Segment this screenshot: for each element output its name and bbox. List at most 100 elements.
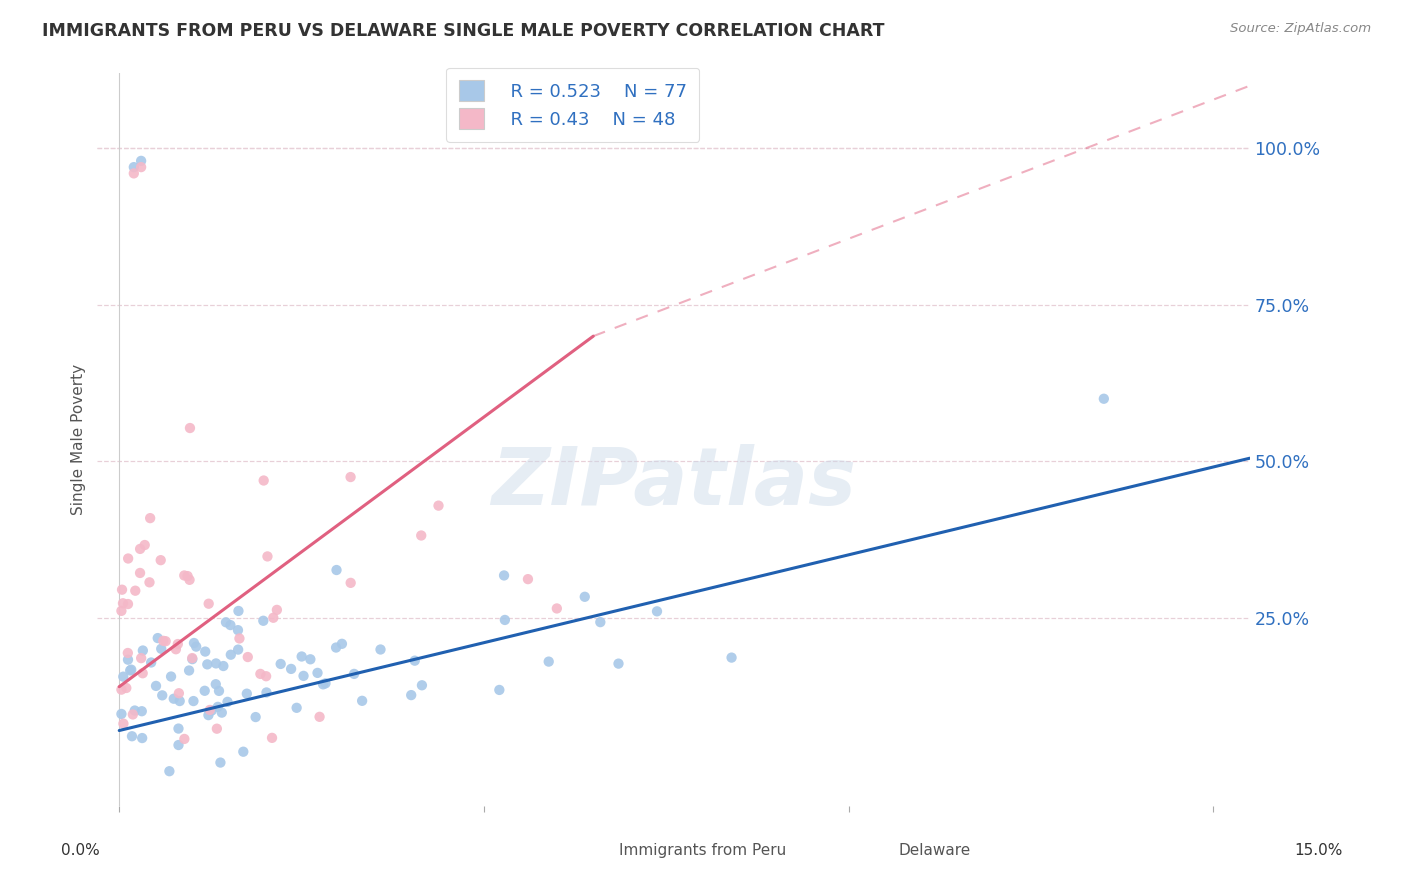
Point xyxy=(112,716,135,731)
Point xyxy=(205,722,228,736)
Point xyxy=(177,664,200,678)
Point xyxy=(291,649,314,664)
Point xyxy=(141,656,163,670)
Point xyxy=(194,644,217,658)
Point xyxy=(194,683,217,698)
Point xyxy=(167,686,190,700)
Point xyxy=(312,677,335,691)
Point xyxy=(169,694,191,708)
Point xyxy=(546,601,568,615)
Point xyxy=(253,474,276,488)
Point xyxy=(266,603,288,617)
Point xyxy=(160,669,183,683)
Point xyxy=(308,710,330,724)
Point xyxy=(516,572,538,586)
Point xyxy=(411,678,433,692)
Point xyxy=(256,685,278,699)
Point xyxy=(122,166,145,180)
Point xyxy=(197,597,219,611)
Point xyxy=(139,511,162,525)
Point xyxy=(299,652,322,666)
Point xyxy=(124,583,146,598)
Point xyxy=(179,421,201,435)
Point xyxy=(129,566,152,580)
Text: Immigrants from Peru: Immigrants from Peru xyxy=(620,843,786,858)
Point xyxy=(122,160,145,174)
Point xyxy=(219,648,242,662)
Point xyxy=(1092,392,1115,406)
Point xyxy=(404,654,426,668)
Point xyxy=(111,596,134,610)
Point xyxy=(494,613,516,627)
Point xyxy=(228,632,250,646)
Point xyxy=(307,665,329,680)
Point xyxy=(134,538,156,552)
Point xyxy=(411,528,433,542)
Point xyxy=(352,694,374,708)
Point xyxy=(138,575,160,590)
Point xyxy=(181,651,204,665)
Point xyxy=(179,573,201,587)
Point xyxy=(226,623,249,637)
Point xyxy=(152,633,174,648)
Point xyxy=(607,657,630,671)
Point xyxy=(537,655,560,669)
Point xyxy=(124,704,146,718)
Point xyxy=(115,681,138,695)
Point xyxy=(330,637,353,651)
Point xyxy=(131,704,153,718)
Point xyxy=(249,666,271,681)
Point xyxy=(720,650,742,665)
Point xyxy=(211,706,233,720)
Point xyxy=(209,756,232,770)
Point xyxy=(167,738,190,752)
Point xyxy=(186,640,208,654)
Point xyxy=(325,563,347,577)
Point xyxy=(399,688,422,702)
Point xyxy=(173,731,195,746)
Point xyxy=(167,722,190,736)
Point xyxy=(110,682,132,697)
Point xyxy=(201,703,224,717)
Point xyxy=(314,676,336,690)
Point xyxy=(166,637,188,651)
Point xyxy=(121,707,143,722)
Point xyxy=(339,470,361,484)
Point xyxy=(110,604,132,618)
Point xyxy=(280,662,302,676)
Point xyxy=(645,604,668,618)
Point xyxy=(215,615,238,630)
Point xyxy=(129,651,152,665)
Point xyxy=(494,568,516,582)
Point xyxy=(212,659,235,673)
Point xyxy=(198,703,221,717)
Point xyxy=(117,646,139,660)
Point xyxy=(173,568,195,582)
Point xyxy=(117,653,139,667)
Point xyxy=(150,641,173,656)
Point xyxy=(207,699,229,714)
Point xyxy=(129,160,152,174)
Point xyxy=(176,569,198,583)
Point xyxy=(121,729,143,743)
Point xyxy=(217,695,239,709)
Point xyxy=(120,664,142,678)
Point xyxy=(488,682,510,697)
Point xyxy=(149,553,172,567)
Point xyxy=(256,549,278,564)
Point xyxy=(219,618,242,632)
Point xyxy=(129,153,152,168)
Point xyxy=(285,701,308,715)
Point xyxy=(131,731,153,745)
Point xyxy=(252,614,274,628)
Point xyxy=(129,541,152,556)
Point xyxy=(370,642,392,657)
Point xyxy=(232,745,254,759)
Point xyxy=(270,657,292,671)
Point xyxy=(157,764,180,779)
Point xyxy=(260,731,283,745)
Point xyxy=(150,689,173,703)
Point xyxy=(226,642,249,657)
Point xyxy=(163,691,186,706)
Point xyxy=(325,640,347,655)
